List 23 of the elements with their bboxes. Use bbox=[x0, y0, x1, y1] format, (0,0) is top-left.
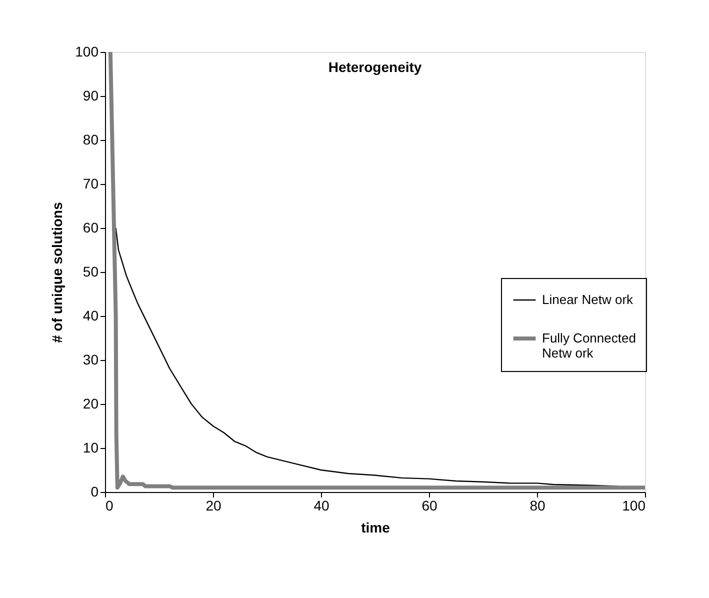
x-tick-label: 20 bbox=[206, 498, 222, 514]
y-tick-label: 70 bbox=[82, 176, 99, 192]
x-axis-title: time bbox=[361, 520, 390, 536]
y-tick-label: 20 bbox=[82, 396, 99, 412]
y-axis-title: # of unique solutions bbox=[49, 202, 66, 343]
y-tick-label: 50 bbox=[82, 264, 99, 280]
y-tick-label: 100 bbox=[75, 44, 99, 60]
y-tick-label: 60 bbox=[82, 220, 99, 236]
y-tick-label: 80 bbox=[82, 132, 99, 148]
y-tick-label: 30 bbox=[82, 352, 99, 368]
legend-label: Linear Netw ork bbox=[542, 292, 634, 307]
y-tick-label: 40 bbox=[82, 308, 99, 324]
text: Heterogeneity bbox=[328, 59, 422, 75]
y-tick-label: 0 bbox=[90, 484, 99, 500]
line-series bbox=[108, 50, 647, 490]
x-tick-label: 80 bbox=[530, 498, 546, 514]
legend-label: Fully Connected Netw ork bbox=[542, 330, 636, 360]
y-tick-label: 10 bbox=[82, 440, 99, 456]
y-tick-label: 90 bbox=[82, 88, 99, 104]
x-tick-label: 60 bbox=[422, 498, 438, 514]
x-tick-label: 100 bbox=[622, 498, 646, 514]
x-tick-label: 0 bbox=[106, 498, 114, 514]
x-tick-label: 40 bbox=[314, 498, 330, 514]
